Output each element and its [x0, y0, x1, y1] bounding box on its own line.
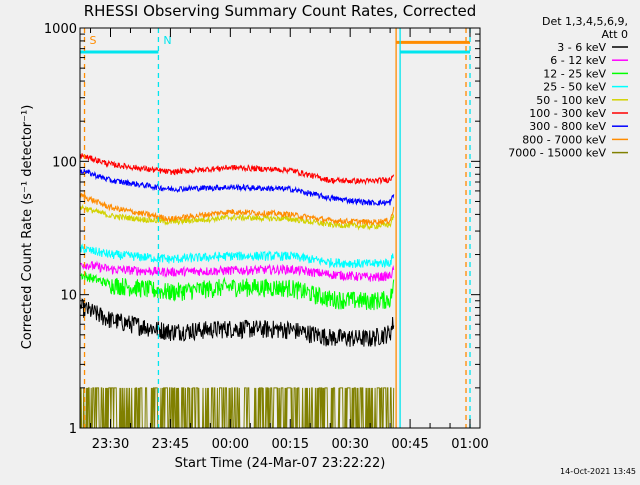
legend-label: 800 - 7000 keV [522, 133, 606, 146]
x-tick-label: 01:00 [451, 437, 488, 452]
legend-header-line-2: Att 0 [602, 28, 628, 41]
series-line-12-25-kev [80, 270, 395, 311]
legend-header-line-1: Det 1,3,4,5,6,9, [542, 15, 628, 28]
y-tick-label: 10 [60, 289, 77, 304]
series-line-3-6-kev [80, 298, 395, 348]
x-tick-label: 23:45 [152, 437, 189, 452]
chart-title: RHESSI Observing Summary Count Rates, Co… [84, 2, 477, 20]
legend-label: 6 - 12 keV [550, 54, 606, 67]
legend-label: 7000 - 15000 keV [508, 147, 606, 160]
axes-layer: 1 10 100 1000 23:30 23:45 00:00 00:15 00:30 00:45… [44, 22, 489, 452]
plot-frame [79, 27, 481, 429]
legend-label: 3 - 6 keV [557, 41, 606, 54]
series-line-800-7000-kev [80, 193, 395, 227]
x-tick-label: 00:15 [272, 437, 309, 452]
marker-label-n: N [163, 34, 171, 47]
x-axis-label: Start Time (24-Mar-07 23:22:22) [175, 456, 386, 471]
legend-label: 12 - 25 keV [543, 67, 606, 80]
x-tick-label: 00:30 [331, 437, 368, 452]
y-axis-label: Corrected Count Rate (s⁻¹ detector⁻¹) [20, 105, 35, 350]
y-tick-label: 100 [52, 155, 77, 170]
series-line-100-300-kev [80, 153, 395, 186]
y-tick-label: 1000 [44, 22, 77, 37]
marker-label-s: S [90, 34, 97, 47]
legend-label: 100 - 300 keV [529, 107, 606, 120]
generation-timestamp: 14-Oct-2021 13:45 [560, 467, 636, 476]
series-line-25-50-kev [80, 243, 395, 269]
x-tick-label: 00:00 [212, 437, 249, 452]
legend-label: 50 - 100 keV [536, 94, 606, 107]
series-line-6-12-kev [80, 260, 395, 282]
series-line-300-800-kev [80, 168, 395, 207]
y-tick-label: 1 [69, 422, 77, 437]
legend-label: 300 - 800 keV [529, 120, 606, 133]
x-tick-label: 23:30 [92, 437, 129, 452]
series-line-7000-15000-kev [80, 387, 395, 429]
x-tick-label: 00:45 [391, 437, 428, 452]
legend-label: 25 - 50 keV [543, 81, 606, 94]
